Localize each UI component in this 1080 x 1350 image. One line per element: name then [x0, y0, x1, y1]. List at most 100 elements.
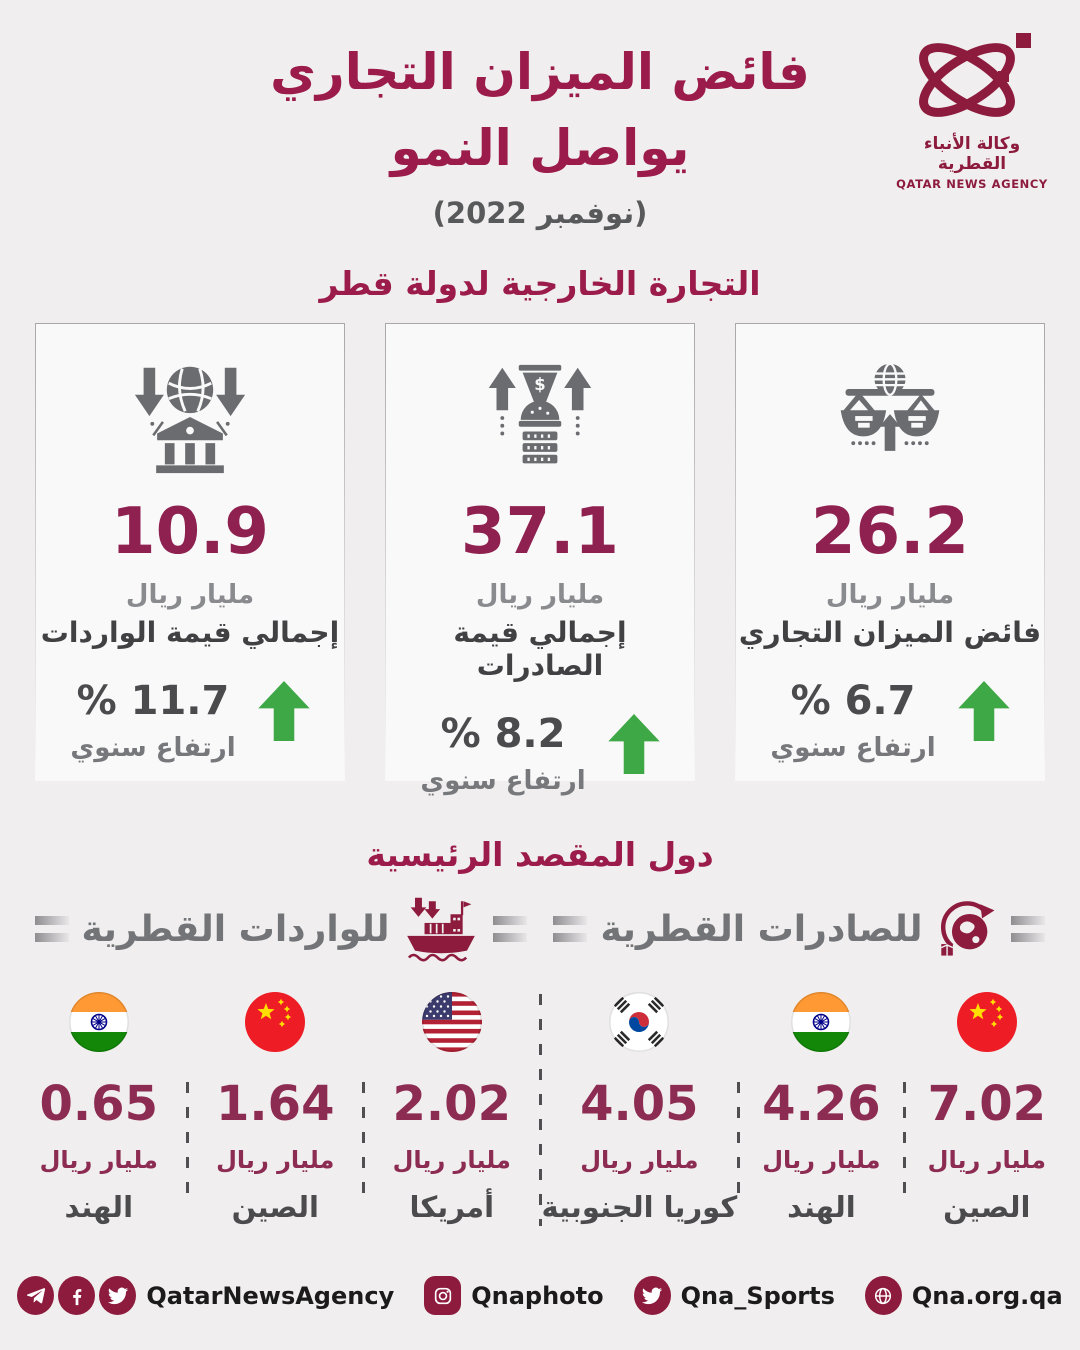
stat-value: 26.2 — [811, 495, 969, 569]
destination-country: كوريا الجنوبية — [541, 1190, 738, 1224]
stat-unit: مليار ريال — [475, 580, 605, 610]
stat-value: 37.1 — [461, 495, 619, 569]
destination-country: الصين — [231, 1190, 319, 1224]
stat-label: إجمالي قيمة الصادرات — [453, 616, 627, 682]
destination-value: 4.26 — [762, 1076, 881, 1132]
page-title-line1: فائض الميزان التجاري — [270, 43, 810, 101]
globe-export-icon — [940, 901, 994, 956]
destination-item: 1.64 مليار ريال الصين — [189, 992, 363, 1224]
green-up-arrow-icon — [257, 681, 310, 741]
imports-subheader: للواردات القطرية — [35, 894, 528, 964]
india-flag — [68, 992, 129, 1052]
destination-unit: مليار ريال — [762, 1146, 881, 1174]
imports-subheader-label: للواردات القطرية — [81, 908, 390, 950]
destination-value: 0.65 — [39, 1076, 158, 1132]
china-flag — [245, 992, 306, 1052]
destination-item: 4.26 مليار ريال الهند — [740, 992, 902, 1224]
change-percent: % 6.7 — [790, 678, 916, 724]
facebook-icon[interactable] — [58, 1276, 96, 1315]
decorative-bars — [35, 916, 69, 942]
exports-destinations: 7.02 مليار ريال الصين 4.26 مليار ريال ال… — [542, 992, 1069, 1224]
india-flag — [791, 992, 852, 1052]
usa-flag — [421, 992, 482, 1052]
exports-subheader-label: للصادرات القطرية — [600, 908, 923, 950]
social-handle[interactable]: QatarNewsAgency — [146, 1281, 395, 1310]
social-group-twitter-sports: Qna_Sports — [633, 1276, 835, 1315]
qna-logo: وكالة الأنباء القطرية QATAR NEWS AGENCY — [892, 28, 1052, 191]
destination-item: 0.65 مليار ريال الهند — [12, 992, 186, 1224]
destination-item: 7.02 مليار ريال الصين — [906, 992, 1068, 1224]
destination-value: 2.02 — [392, 1076, 511, 1132]
logo-arabic-name: وكالة الأنباء القطرية — [923, 134, 1021, 174]
page-title: فائض الميزان التجاري يواصل النمو — [0, 34, 1080, 186]
imports-globe-down-icon — [36, 358, 344, 478]
social-handle[interactable]: Qnaphoto — [471, 1281, 604, 1310]
stat-label: إجمالي قيمة الواردات — [40, 616, 340, 649]
china-flag — [956, 992, 1017, 1052]
social-group-instagram: Qnaphoto — [424, 1276, 604, 1315]
trade-balance-scales-icon — [736, 358, 1044, 478]
stat-card-imports: 10.9 مليار ريال إجمالي قيمة الواردات % 1… — [35, 323, 345, 781]
social-handle[interactable]: Qna.org.qa — [911, 1281, 1063, 1310]
section-title-destinations: دول المقصد الرئيسية — [366, 835, 714, 874]
telegram-icon[interactable] — [17, 1276, 55, 1315]
stat-card-trade-balance: 26.2 مليار ريال فائض الميزان التجاري % 6… — [735, 323, 1045, 781]
destination-country: الهند — [787, 1190, 856, 1224]
exports-money-up-icon: $ — [386, 358, 694, 478]
stat-cards-row: 26.2 مليار ريال فائض الميزان التجاري % 6… — [0, 323, 1080, 796]
decorative-bars — [1010, 916, 1045, 942]
destination-unit: مليار ريال — [39, 1146, 158, 1174]
destination-value: 7.02 — [927, 1076, 1047, 1132]
page-subtitle: (نوفمبر 2022) — [432, 196, 648, 230]
social-handle[interactable]: Qna_Sports — [680, 1281, 835, 1310]
green-up-arrow-icon — [957, 681, 1010, 741]
destination-value: 1.64 — [216, 1076, 335, 1132]
destination-value: 4.05 — [580, 1076, 699, 1132]
change-label: ارتفاع سنوي — [420, 766, 586, 796]
destination-unit: مليار ريال — [580, 1146, 699, 1174]
decorative-bars — [553, 916, 588, 942]
dashed-divider — [902, 1082, 906, 1204]
destination-item: 4.05 مليار ريال كوريا الجنوبية — [541, 992, 738, 1224]
destination-unit: مليار ريال — [927, 1146, 1046, 1174]
dashed-divider — [737, 1082, 741, 1204]
dashed-divider — [362, 1082, 365, 1204]
change-percent: % 8.2 — [440, 711, 566, 757]
exports-subheader: للصادرات القطرية — [553, 898, 1045, 960]
stat-change: % 6.7 ارتفاع سنوي — [736, 681, 1044, 763]
destination-unit: مليار ريال — [392, 1146, 511, 1174]
south-korea-flag — [609, 992, 670, 1052]
destination-countries-row: 2.02 مليار ريال أمريكا 1.64 مليار ريال ا… — [0, 992, 1080, 1226]
logo-english-name: QATAR NEWS AGENCY — [896, 177, 1048, 191]
stat-card-exports: $ 37.1 مليار ريال إجمالي قيمة الصادرات %… — [385, 323, 695, 796]
stat-unit: مليار ريال — [125, 580, 255, 610]
destination-country: الهند — [64, 1190, 134, 1224]
globe-icon[interactable] — [864, 1276, 902, 1315]
social-footer: QatarNewsAgency Qnaphoto Qna_Sports — [0, 1276, 1080, 1315]
destination-item: 2.02 مليار ريال أمريكا — [365, 992, 539, 1224]
change-label: ارتفاع سنوي — [770, 733, 936, 763]
dashed-divider — [185, 1082, 189, 1204]
change-label: ارتفاع سنوي — [70, 733, 236, 763]
twitter-icon[interactable] — [633, 1276, 671, 1315]
destination-subheaders: للواردات القطرية — [0, 894, 1080, 964]
green-up-arrow-icon — [607, 714, 660, 774]
twitter-icon[interactable] — [99, 1276, 137, 1315]
stat-label: فائض الميزان التجاري — [738, 616, 1042, 649]
qna-atom-logo-icon — [919, 33, 1031, 117]
change-percent: % 11.7 — [76, 678, 230, 724]
decorative-bars — [493, 916, 528, 942]
instagram-icon[interactable] — [424, 1276, 462, 1315]
cargo-ship-icon — [407, 897, 476, 962]
dashed-center-divider — [538, 994, 542, 1226]
destination-country: الصين — [943, 1190, 1031, 1224]
destination-country: أمريكا — [409, 1190, 495, 1224]
svg-text:$: $ — [534, 375, 545, 394]
page-title-line2: يواصل النمو — [390, 119, 690, 177]
stat-value: 10.9 — [111, 495, 269, 569]
stat-change: % 11.7 ارتفاع سنوي — [36, 681, 344, 763]
section-title-foreign-trade: التجارة الخارجية لدولة قطر — [319, 264, 761, 303]
social-group-qna: QatarNewsAgency — [17, 1276, 394, 1315]
social-group-website: Qna.org.qa — [864, 1276, 1063, 1315]
